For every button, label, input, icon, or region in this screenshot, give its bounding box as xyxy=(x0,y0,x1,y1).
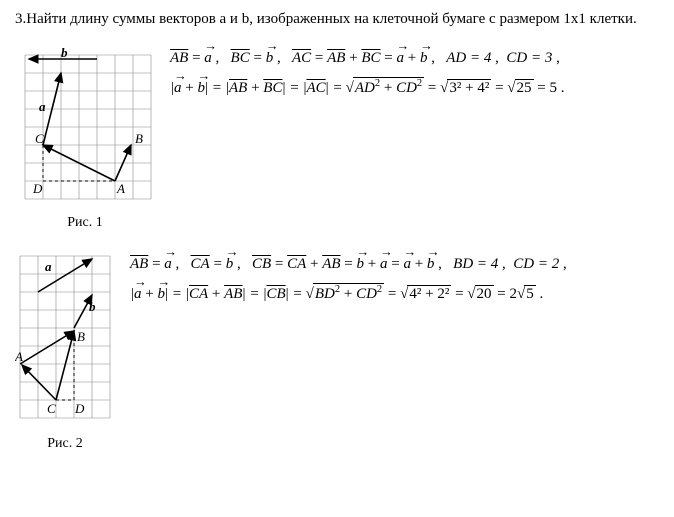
m: 4² + 2² xyxy=(407,285,451,303)
m: CB xyxy=(252,256,271,272)
svg-text:C: C xyxy=(35,131,44,146)
fig2-line1: AB = a , CA = b , CB = CA + AB = b + a =… xyxy=(130,256,567,273)
m: AC xyxy=(306,80,325,96)
m: a xyxy=(164,256,172,273)
m: 25 xyxy=(515,79,534,97)
svg-text:a: a xyxy=(45,259,52,274)
m: CD xyxy=(396,80,417,96)
m: CD xyxy=(356,286,377,302)
m: CA xyxy=(191,256,210,272)
m: BC xyxy=(231,50,250,66)
figure-1-svg: b a C B A D xyxy=(15,45,155,205)
figure-1-caption: Рис. 1 xyxy=(15,215,155,231)
m: b xyxy=(420,50,428,67)
m: a xyxy=(134,286,142,303)
m: BC xyxy=(361,50,380,66)
figure-2-math: AB = a , CA = b , CB = CA + AB = b + a =… xyxy=(130,251,567,313)
m: AB xyxy=(322,256,340,272)
m: AB xyxy=(130,256,148,272)
m: AB xyxy=(327,50,345,66)
m: b xyxy=(266,50,274,67)
m: 5 xyxy=(524,285,536,303)
m: b xyxy=(357,256,365,273)
svg-text:b: b xyxy=(61,45,68,60)
m: 3² + 4² xyxy=(447,79,491,97)
m: = 2 xyxy=(494,286,517,302)
svg-text:b: b xyxy=(89,299,96,314)
svg-text:A: A xyxy=(15,349,23,364)
m: CA xyxy=(189,286,208,302)
figure-1-math: AB = a , BC = b , AC = AB + BC = a + b ,… xyxy=(170,45,565,107)
figure-1-block: b a C B A D Рис. 1 AB = a , BC = b , AC … xyxy=(15,45,659,231)
problem-text: Найти длину суммы векторов a и b, изобра… xyxy=(26,11,636,27)
fig2-line2: a + b = CA + AB = CB = BD2 + CD2 = 4² + … xyxy=(130,283,567,303)
m: BD xyxy=(315,286,335,302)
m: AD xyxy=(355,80,375,96)
svg-text:B: B xyxy=(77,329,85,344)
m: a xyxy=(403,256,411,273)
m: CB xyxy=(266,286,285,302)
m: a xyxy=(174,80,182,97)
svg-text:A: A xyxy=(116,181,125,196)
figure-2-caption: Рис. 2 xyxy=(15,436,115,452)
m: a xyxy=(204,50,212,67)
figure-2-block: a b B A C D Рис. 2 AB = a , CA = b , CB … xyxy=(15,251,659,452)
m: AB xyxy=(224,286,242,302)
problem-number: 3. xyxy=(15,11,26,27)
svg-text:C: C xyxy=(47,401,56,416)
m: AB xyxy=(170,50,188,66)
svg-text:D: D xyxy=(74,401,85,416)
m: BC xyxy=(263,80,282,96)
problem-statement: 3.Найти длину суммы векторов a и b, изоб… xyxy=(15,10,659,30)
figure-1: b a C B A D Рис. 1 xyxy=(15,45,155,231)
m: BD = 4 xyxy=(453,256,498,272)
fig1-line1: AB = a , BC = b , AC = AB + BC = a + b ,… xyxy=(170,50,565,67)
m: b xyxy=(157,286,165,303)
figure-2: a b B A C D Рис. 2 xyxy=(15,251,115,452)
m: AB xyxy=(229,80,247,96)
m: CA xyxy=(287,256,306,272)
m: = 5 . xyxy=(534,80,565,96)
figure-2-svg: a b B A C D xyxy=(15,251,115,426)
m: a xyxy=(397,50,405,67)
svg-text:D: D xyxy=(32,181,43,196)
svg-text:a: a xyxy=(39,99,46,114)
m: 20 xyxy=(475,285,494,303)
fig1-line2: a + b = AB + BC = AC = AD2 + CD2 = 3² + … xyxy=(170,77,565,97)
m: a xyxy=(380,256,388,273)
m: b xyxy=(226,256,234,273)
m: CD = 3 xyxy=(506,50,552,66)
m: . xyxy=(536,286,544,302)
m: b xyxy=(427,256,435,273)
m: AD = 4 xyxy=(446,50,491,66)
m: AC xyxy=(292,50,311,66)
svg-text:B: B xyxy=(135,131,143,146)
m: b xyxy=(197,80,205,97)
m: CD = 2 xyxy=(513,256,559,272)
